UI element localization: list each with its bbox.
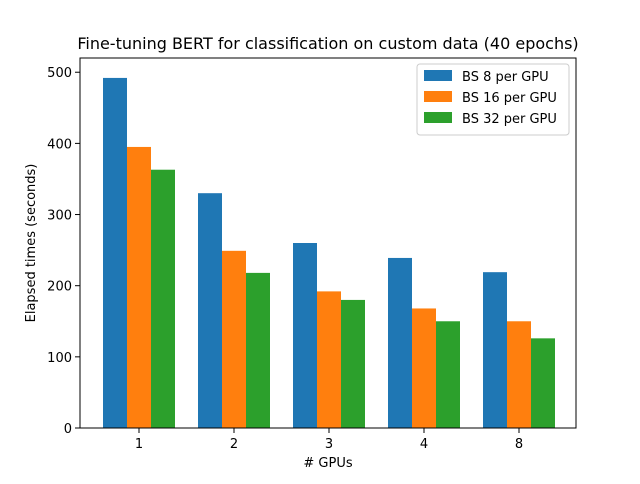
x-axis: 1 2 3 4 8 bbox=[135, 428, 523, 452]
chart-title: Fine-tuning BERT for classification on c… bbox=[77, 34, 578, 53]
bar-1-4 bbox=[388, 257, 412, 428]
y-tick-label: 0 bbox=[64, 422, 72, 437]
y-tick-label: 300 bbox=[47, 209, 72, 224]
x-tick-label: 8 bbox=[515, 437, 523, 452]
legend-label: BS 8 per GPU bbox=[462, 70, 549, 85]
legend: BS 8 per GPU BS 16 per GPU BS 32 per GPU bbox=[416, 63, 570, 136]
y-axis: 0 100 200 300 400 500 bbox=[47, 66, 80, 437]
bar-1-3 bbox=[293, 243, 317, 428]
legend-box bbox=[416, 63, 570, 136]
legend-swatch bbox=[424, 70, 452, 81]
plot-frame bbox=[79, 57, 577, 429]
legend-label: BS 32 per GPU bbox=[462, 112, 557, 127]
legend-label: BS 16 per GPU bbox=[462, 91, 557, 106]
legend-swatch bbox=[424, 112, 452, 123]
bar-1-1 bbox=[103, 77, 127, 428]
bars-layer bbox=[103, 77, 555, 428]
y-tick-label: 100 bbox=[47, 351, 72, 366]
bar-1-8 bbox=[483, 272, 507, 428]
x-tick-label: 3 bbox=[325, 437, 333, 452]
bar-2-4 bbox=[412, 308, 436, 428]
bar-1-2 bbox=[198, 193, 222, 428]
bar-3-2 bbox=[246, 272, 270, 428]
bar-2-2 bbox=[222, 250, 246, 428]
x-tick-label: 1 bbox=[135, 437, 143, 452]
bar-3-4 bbox=[436, 321, 460, 428]
y-tick-label: 200 bbox=[47, 280, 72, 295]
bar-3-8 bbox=[531, 338, 555, 428]
legend-swatch bbox=[424, 91, 452, 102]
bar-2-1 bbox=[127, 146, 151, 428]
y-tick-label: 500 bbox=[47, 66, 72, 81]
bar-3-1 bbox=[151, 169, 175, 428]
bar-2-8 bbox=[507, 321, 531, 428]
bar-2-3 bbox=[317, 291, 341, 428]
bar-3-3 bbox=[341, 299, 365, 428]
y-axis-label: Elapsed times (seconds) bbox=[24, 164, 39, 323]
x-axis-label: # GPUs bbox=[303, 456, 352, 471]
x-tick-label: 4 bbox=[420, 437, 428, 452]
x-tick-label: 2 bbox=[230, 437, 238, 452]
y-tick-label: 400 bbox=[47, 137, 72, 152]
